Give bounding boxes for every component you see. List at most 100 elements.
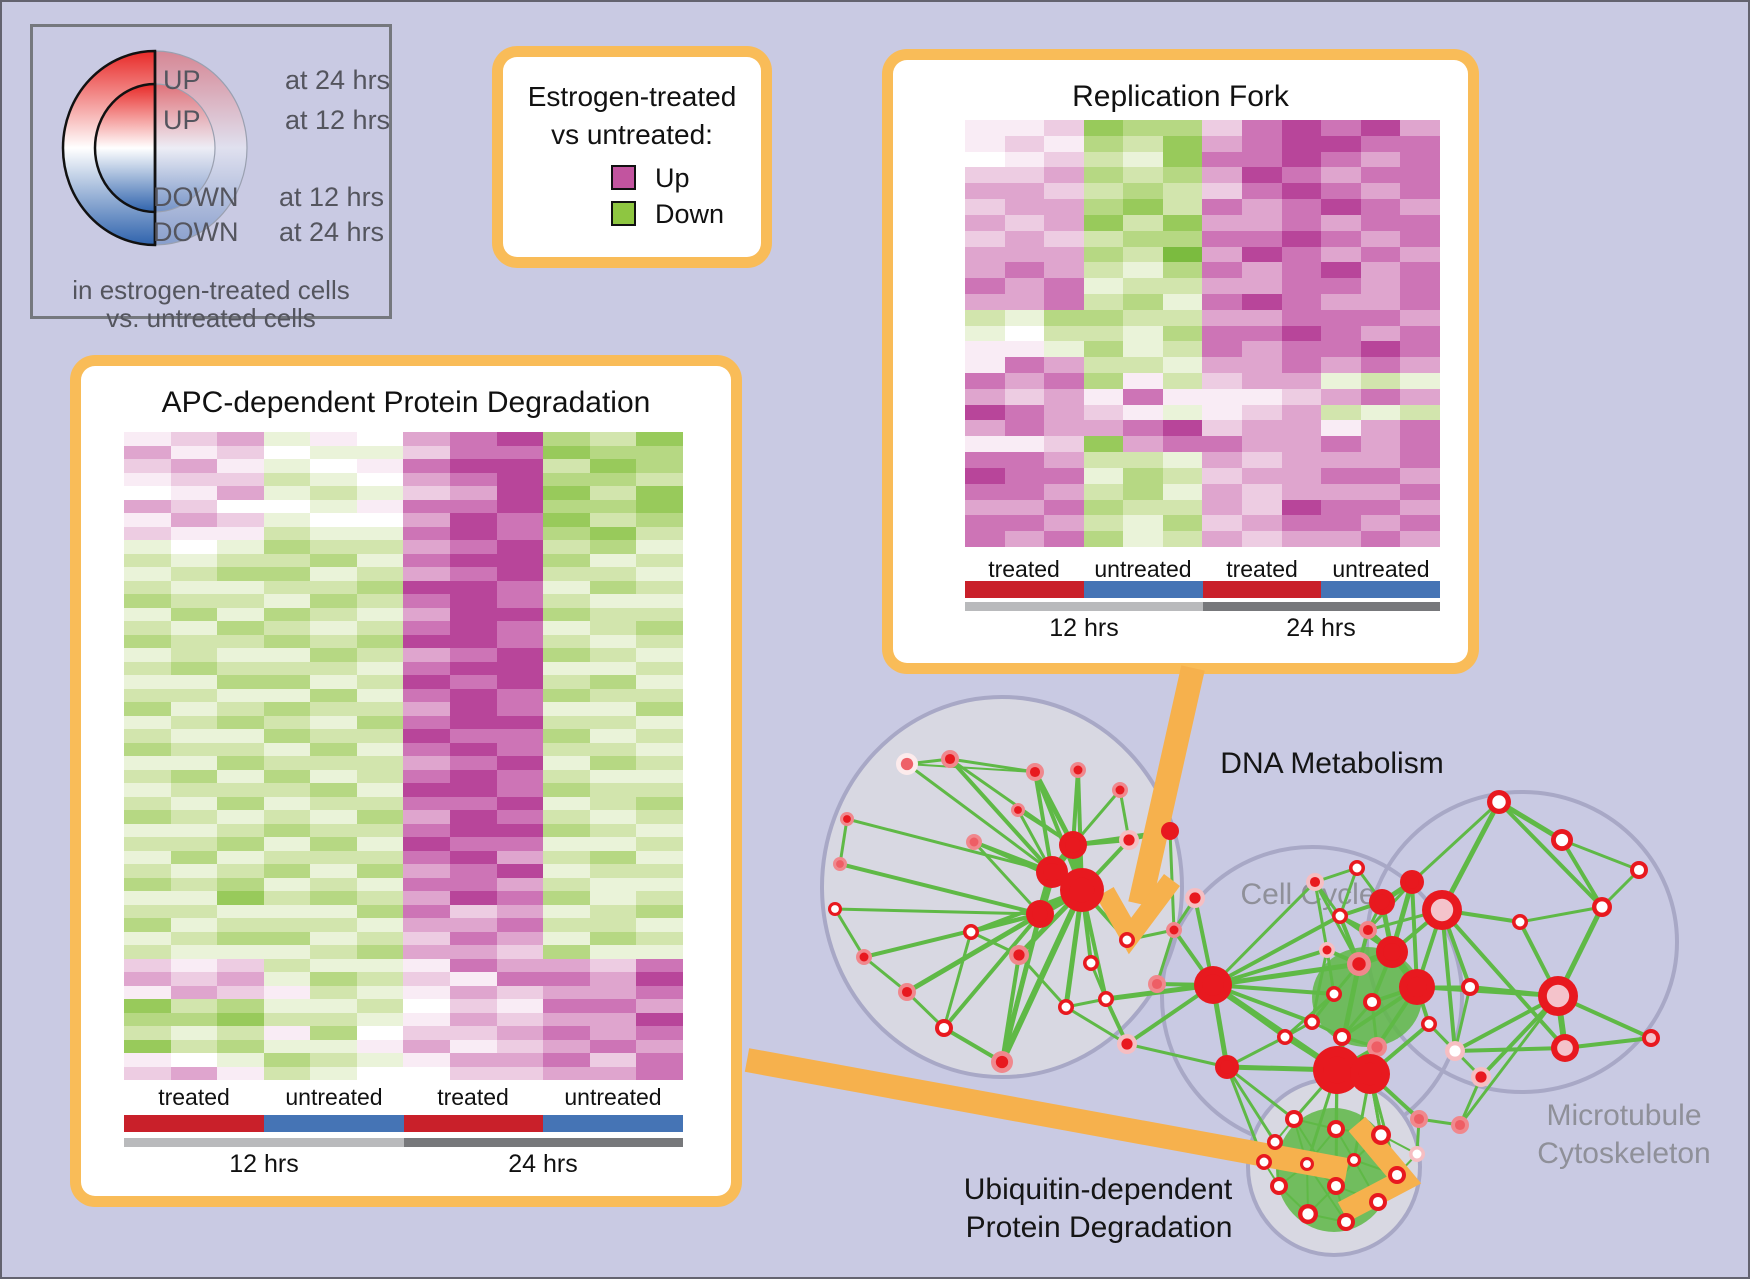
heatmap-cell — [965, 151, 1005, 168]
heatmap-cell — [263, 1053, 311, 1067]
heatmap-cell — [1321, 199, 1361, 215]
network-edge — [1370, 951, 1394, 1003]
heatmap-cell — [1123, 183, 1163, 200]
heatmap-cell — [1044, 483, 1084, 500]
heatmap-cell — [1083, 120, 1124, 136]
network-node-center — [944, 753, 956, 765]
heatmap-cell — [263, 648, 311, 662]
heatmap-cell — [310, 891, 357, 905]
heatmap-cell — [217, 472, 264, 486]
heatmap-cell — [403, 742, 451, 756]
heatmap-cell — [1281, 467, 1322, 484]
heatmap-cell — [124, 702, 171, 716]
heatmap-cell — [356, 621, 404, 635]
network-edge — [1065, 997, 1107, 1009]
heatmap-cell — [496, 607, 544, 621]
network-edge — [1335, 1185, 1379, 1203]
heatmap-cell — [589, 742, 637, 756]
heatmap-cell — [403, 513, 451, 527]
network-edge — [1368, 1046, 1379, 1075]
heatmap-cell — [1123, 515, 1163, 532]
heatmap-cell — [589, 621, 637, 635]
heatmap-cell — [170, 1026, 218, 1040]
heatmap-cell — [496, 1066, 544, 1080]
heatmap-cell — [1400, 135, 1440, 152]
heatmap-cell — [217, 648, 264, 662]
heatmap-cell — [1242, 325, 1282, 342]
network-edge — [1555, 995, 1568, 1049]
network-edge — [838, 818, 849, 865]
network-node-ring — [1112, 782, 1128, 798]
heatmap-cell — [496, 756, 544, 770]
heatmap-cell — [1360, 357, 1401, 374]
heatmap-cell — [356, 648, 404, 662]
heatmap-cell — [450, 688, 497, 702]
heatmap-cell — [1360, 341, 1401, 358]
heatmap-cell — [636, 472, 683, 486]
heatmap-cell — [1123, 246, 1163, 263]
heatmap-cell — [403, 904, 451, 918]
heatmap-cell — [356, 1066, 404, 1080]
heatmap-cell — [589, 945, 637, 959]
heatmap-cell — [450, 702, 497, 716]
heatmap-cell — [1281, 246, 1322, 263]
network-node-ring — [898, 983, 916, 1001]
edge-density-blob — [1276, 1108, 1392, 1232]
heatmap-cell — [263, 877, 311, 891]
heatmap-cell — [1083, 262, 1124, 279]
network-edge — [999, 913, 1043, 1063]
heatmap-cell — [543, 526, 590, 540]
heatmap-cell — [636, 864, 683, 878]
heatmap-cell — [1123, 135, 1163, 152]
network-edge — [1125, 983, 1215, 1046]
network-edge — [970, 888, 1083, 934]
heatmap-cell — [1123, 420, 1163, 437]
heatmap-cell — [1083, 325, 1124, 342]
heatmap-cell — [263, 1026, 311, 1040]
heatmap-cell — [356, 769, 404, 783]
heatmap-cell — [1004, 531, 1045, 547]
network-edge — [1212, 961, 1360, 988]
heatmap-cell — [1083, 246, 1124, 263]
time-label: 12 hrs — [1049, 614, 1119, 642]
network-edge — [1352, 1073, 1372, 1161]
heatmap-cell — [1360, 151, 1401, 168]
network-edge — [905, 911, 1042, 995]
heatmap-cell — [403, 688, 451, 702]
heatmap-cell — [124, 1012, 171, 1026]
heatmap-cell — [263, 661, 311, 675]
up-down-gradient-circle-icon — [61, 49, 248, 247]
network-node-center — [1336, 1031, 1348, 1043]
network-node-ring — [1319, 942, 1335, 958]
down-swatch-label: Down — [655, 199, 725, 229]
heatmap-cell — [1400, 483, 1440, 500]
network-node-ring — [966, 834, 982, 850]
heatmap-cell — [450, 540, 497, 554]
network-node-ring — [896, 753, 918, 775]
network-edge — [1065, 1005, 1128, 1046]
heatmap-cell — [543, 972, 590, 986]
heatmap-cell — [1281, 199, 1322, 215]
network-edge — [834, 907, 1041, 916]
heatmap-cell — [450, 567, 497, 581]
heatmap-cell — [170, 999, 218, 1013]
heatmap-cell — [1321, 230, 1361, 247]
heatmap-cell — [636, 648, 683, 662]
network-node-ring — [1400, 870, 1424, 894]
heatmap-cell — [1400, 120, 1440, 136]
heatmap-cell — [965, 515, 1005, 532]
network-edge — [1410, 800, 1501, 884]
heatmap-cell — [1044, 151, 1084, 168]
heatmap-cell — [589, 675, 637, 689]
heatmap-cell — [589, 567, 637, 581]
heatmap-cell — [217, 985, 264, 999]
heatmap-cell — [1083, 357, 1124, 374]
heatmap-cell — [1123, 531, 1163, 547]
heatmap-cell — [1281, 499, 1322, 516]
heatmap-cell — [636, 985, 683, 999]
heatmap-cell — [450, 675, 497, 689]
heatmap-cell — [1162, 278, 1203, 294]
network-node-center — [1352, 863, 1362, 873]
heatmap-cell — [217, 553, 264, 567]
network-node-ring — [1363, 993, 1381, 1011]
